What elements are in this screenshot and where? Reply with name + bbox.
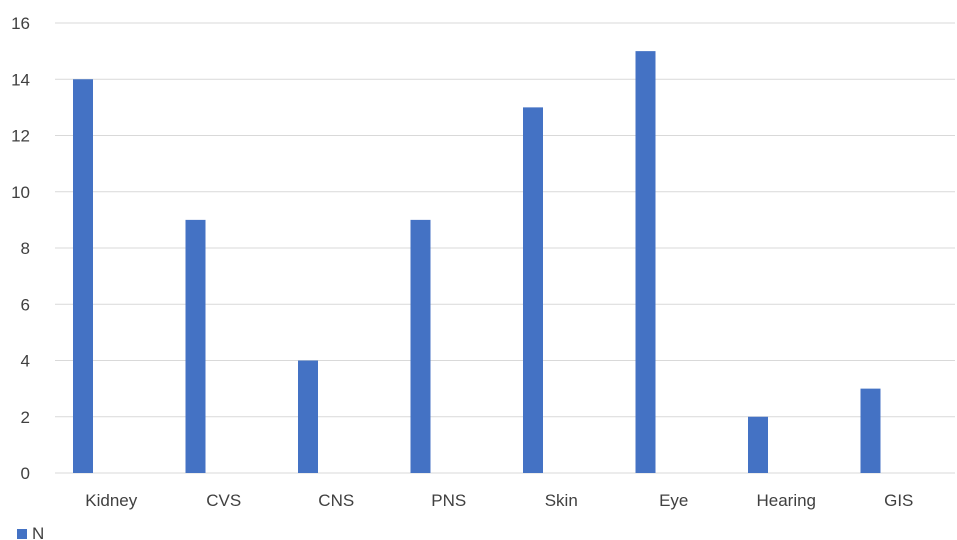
y-tick-label: 10: [11, 183, 30, 202]
bar-cns: [298, 360, 318, 473]
x-category-label: Eye: [659, 491, 688, 510]
x-category-label: Skin: [545, 491, 578, 510]
legend-swatch: [17, 529, 27, 539]
x-axis-category-labels: Kidney CVS CNS PNS Skin Eye Hearing GIS: [85, 491, 913, 510]
x-category-label: CVS: [206, 491, 241, 510]
bars: [73, 51, 881, 473]
x-category-label: GIS: [884, 491, 913, 510]
bar-pns: [410, 219, 431, 473]
y-tick-label: 6: [21, 295, 30, 314]
legend-label: N: [32, 524, 44, 540]
bar-cvs: [185, 219, 206, 473]
bar-eye: [635, 51, 656, 473]
bar-skin: [523, 107, 543, 473]
bar-gis: [860, 388, 881, 473]
y-tick-label: 0: [21, 464, 30, 483]
bar-hearing: [748, 416, 768, 473]
x-category-label: Hearing: [756, 491, 816, 510]
bar-kidney: [73, 79, 93, 473]
y-tick-label: 4: [21, 352, 30, 371]
legend: N: [17, 524, 44, 540]
x-category-label: PNS: [431, 491, 466, 510]
y-tick-label: 2: [21, 408, 30, 427]
y-tick-label: 8: [21, 239, 30, 258]
y-tick-label: 14: [11, 70, 30, 89]
x-category-label: CNS: [318, 491, 354, 510]
x-category-label: Kidney: [85, 491, 137, 510]
y-axis-tick-labels: 0 2 4 6 8 10 12 14 16: [11, 14, 30, 483]
y-tick-label: 16: [11, 14, 30, 33]
y-tick-label: 12: [11, 127, 30, 146]
